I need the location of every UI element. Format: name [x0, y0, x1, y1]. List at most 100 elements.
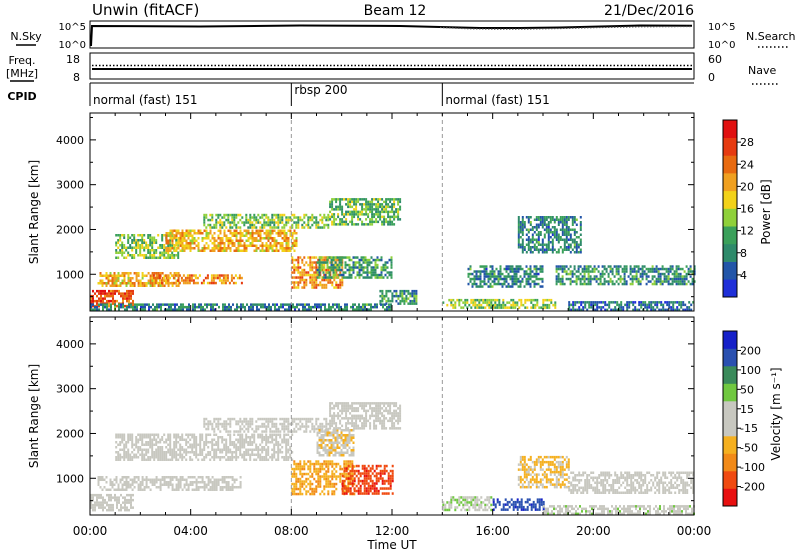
heatmap-cell: [341, 198, 344, 201]
heatmap-cell: [407, 289, 410, 293]
heatmap-cell: [293, 263, 296, 267]
heatmap-cell: [293, 221, 296, 224]
heatmap-cell: [185, 441, 188, 444]
heatmap-cell: [143, 241, 146, 244]
heatmap-cell: [101, 284, 104, 287]
heatmap-cell: [257, 221, 260, 224]
power-ylabel: Slant Range [km]: [27, 160, 41, 264]
heatmap-cell: [309, 420, 312, 423]
heatmap-cell: [161, 448, 164, 451]
heatmap-cell: [517, 267, 520, 271]
heatmap-cell: [318, 256, 321, 259]
heatmap-cell: [529, 241, 532, 244]
heatmap-cell: [114, 496, 116, 499]
heatmap-cell: [231, 443, 234, 446]
heatmap-cell: [390, 263, 393, 267]
heatmap-cell: [180, 303, 182, 306]
heatmap-cell: [513, 277, 516, 281]
heatmap-cell: [341, 281, 344, 284]
heatmap-cell: [261, 436, 264, 439]
heatmap-cell: [185, 448, 188, 451]
heatmap-cell: [263, 221, 266, 224]
heatmap-cell: [275, 425, 278, 428]
heatmap-cell: [626, 301, 629, 304]
heatmap-cell: [193, 239, 196, 242]
heatmap-cell: [212, 308, 214, 311]
heatmap-cell: [267, 425, 270, 428]
heatmap-cell: [133, 236, 136, 239]
heatmap-cell: [251, 422, 254, 426]
heatmap-cell: [211, 456, 214, 459]
heatmap-cell: [145, 443, 148, 446]
heatmap-cell: [188, 279, 191, 282]
heatmap-cell: [559, 236, 562, 239]
heatmap-cell: [571, 275, 574, 278]
heatmap-cell: [135, 436, 138, 439]
heatmap-cell: [207, 451, 210, 454]
heatmap-cell: [185, 239, 188, 242]
heatmap-cell: [111, 274, 114, 277]
heatmap-cell: [237, 249, 240, 252]
heatmap-cell: [159, 441, 162, 444]
heatmap-cell: [249, 226, 252, 229]
heatmap-cell: [126, 493, 128, 497]
heatmap-cell: [149, 456, 152, 459]
heatmap-cell: [525, 228, 528, 231]
heatmap-cell: [324, 305, 326, 309]
heatmap-cell: [197, 476, 200, 479]
heatmap-cell: [277, 458, 280, 461]
heatmap-cell: [278, 308, 280, 311]
heatmap-cell: [156, 276, 159, 280]
heatmap-cell: [503, 267, 506, 271]
heatmap-cell: [239, 453, 242, 456]
heatmap-cell: [315, 223, 318, 227]
heatmap-cell: [267, 458, 270, 461]
heatmap-cell: [577, 277, 580, 281]
heatmap-cell: [192, 279, 195, 282]
heatmap-cell: [140, 303, 142, 306]
heatmap-cell: [327, 226, 330, 229]
heatmap-cell: [221, 441, 224, 444]
heatmap-cell: [501, 285, 504, 288]
cpid-label: CPID: [7, 90, 36, 103]
heatmap-cell: [264, 305, 266, 309]
heatmap-cell: [219, 226, 222, 229]
heatmap-cell: [173, 244, 176, 247]
heatmap-cell: [203, 443, 206, 446]
heatmap-cell: [203, 446, 206, 449]
heatmap-cell: [147, 456, 150, 459]
heatmap-cell: [336, 276, 339, 279]
heatmap-cell: [215, 247, 218, 250]
heatmap-cell: [537, 216, 540, 219]
heatmap-cell: [112, 302, 114, 305]
heatmap-cell: [153, 272, 156, 275]
heatmap-cell: [115, 488, 118, 491]
y-tick-label: 4000: [56, 134, 84, 147]
heatmap-cell: [311, 283, 314, 287]
heatmap-cell: [672, 301, 675, 304]
heatmap-cell: [541, 238, 544, 241]
heatmap-cell: [351, 205, 354, 209]
heatmap-cell: [287, 430, 290, 433]
heatmap-cell: [537, 236, 540, 239]
heatmap-cell: [245, 229, 248, 232]
heatmap-cell: [383, 294, 386, 298]
heatmap-cell: [159, 483, 162, 486]
heatmap-cell: [685, 275, 688, 278]
heatmap-cell: [295, 482, 298, 486]
heatmap-cell: [108, 294, 110, 298]
heatmap-cell: [167, 251, 170, 254]
heatmap-cell: [219, 221, 222, 224]
heatmap-cell: [123, 453, 126, 456]
heatmap-cell: [209, 218, 212, 222]
heatmap-cell: [108, 493, 110, 497]
heatmap-cell: [166, 308, 168, 311]
heatmap-cell: [640, 306, 643, 309]
heatmap-cell: [227, 486, 230, 489]
colorbar-swatch: [723, 226, 737, 245]
heatmap-cell: [229, 488, 232, 491]
heatmap-cell: [251, 244, 254, 247]
heatmap-cell: [221, 239, 224, 242]
heatmap-cell: [101, 488, 104, 491]
